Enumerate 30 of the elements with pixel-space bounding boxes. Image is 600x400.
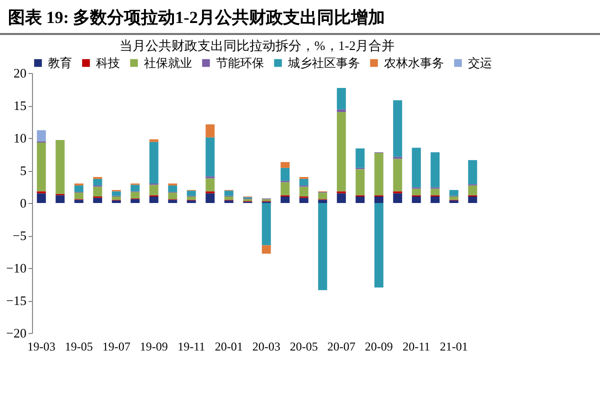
x-tick-label: 20-11	[402, 340, 430, 354]
x-tick-label: 20-09	[364, 340, 393, 354]
x-tick-label: 21-01	[440, 340, 468, 354]
y-tick-label: −20	[6, 326, 26, 340]
legend-label: 农林水事务	[384, 56, 444, 70]
x-tick-label: 19-09	[140, 340, 168, 354]
legend-label: 城乡社区事务	[287, 56, 360, 70]
y-tick-label: 0	[20, 196, 26, 210]
x-tick-label: 19-03	[27, 340, 56, 354]
y-tick-label: 5	[20, 163, 26, 178]
x-tick-label: 20-01	[214, 340, 243, 354]
y-tick-label: −10	[6, 260, 26, 276]
y-tick-label: 15	[14, 98, 26, 113]
legend-label: 科技	[96, 56, 120, 70]
x-tick-label: 19-11	[178, 340, 206, 354]
legend-label: 交运	[468, 56, 492, 70]
x-tick-label: 19-05	[64, 340, 93, 354]
x-tick-label: 19-07	[102, 340, 130, 354]
y-tick-label: −15	[6, 293, 26, 308]
legend-label: 社保就业	[144, 56, 192, 70]
x-tick-label: 20-07	[327, 340, 356, 354]
y-tick-label: 10	[14, 130, 26, 146]
chart-title: 图表 19: 多数分项拉动1-2月公共财政支出同比增加	[0, 0, 600, 35]
legend-label: 教育	[48, 56, 72, 70]
y-tick-label: −5	[12, 228, 26, 243]
legend-label: 节能环保	[216, 56, 264, 70]
y-tick-label: 20	[14, 66, 26, 80]
chart-subtitle: 当月公共财政支出同比拉动拆分，%，1-2月合并	[119, 38, 395, 53]
x-tick-label: 20-05	[290, 340, 318, 354]
x-tick-label: 20-03	[252, 340, 280, 354]
